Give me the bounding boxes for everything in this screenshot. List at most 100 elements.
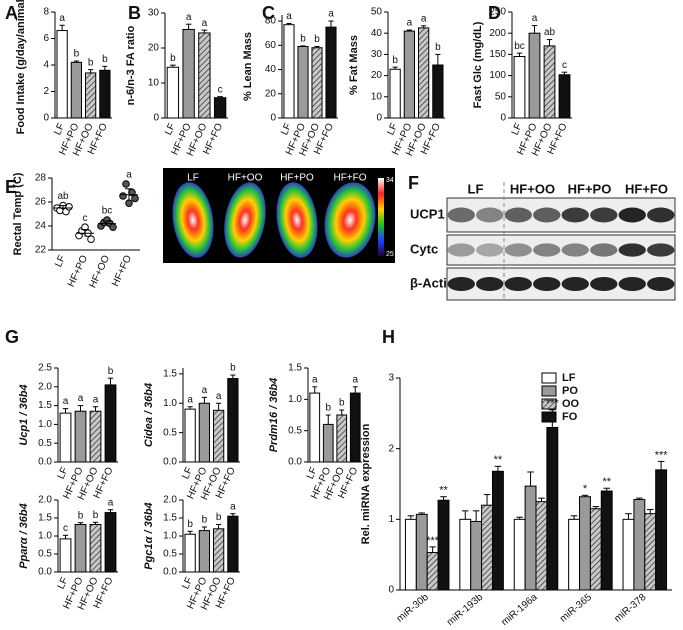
row-label: Cytc	[410, 241, 438, 256]
error-bar	[201, 29, 208, 33]
x-tick-label: miR-30b	[395, 592, 431, 625]
bar	[513, 56, 526, 119]
bar	[297, 46, 309, 119]
data-point	[131, 194, 139, 203]
error-bar	[102, 65, 108, 71]
y-tick-label: 0.5	[288, 425, 302, 436]
y-tick-label: 0	[153, 113, 159, 124]
x-tick-label: LF	[510, 122, 525, 137]
significance-letter: a	[352, 374, 358, 385]
y-tick-label: 28	[35, 173, 47, 184]
error-bar	[494, 465, 502, 472]
error-bar	[170, 64, 176, 68]
bar	[212, 409, 225, 463]
bar	[59, 538, 72, 573]
data-point	[122, 180, 130, 188]
error-bar	[107, 377, 114, 385]
legend-swatch	[541, 385, 557, 397]
error-bar	[581, 494, 589, 497]
significance-letter: b	[392, 55, 398, 66]
lane-label: HF+PO	[568, 181, 612, 196]
y-tick-label: 2.0	[38, 381, 52, 392]
significance-letter: b	[325, 403, 331, 414]
error-bar	[472, 510, 480, 522]
y-axis-label: Rectal Temp (C)	[12, 172, 24, 255]
significance-letter: bc	[514, 41, 525, 52]
y-tick-label: 1.0	[38, 419, 52, 430]
bar	[579, 496, 591, 591]
significance-mark: ***	[655, 449, 669, 461]
bar	[59, 412, 72, 463]
blot-band	[504, 276, 532, 292]
x-tick-label: miR-193b	[445, 592, 486, 629]
error-bar	[77, 405, 84, 412]
blot-band	[504, 207, 532, 223]
error-bar	[462, 510, 469, 520]
y-tick-label: 40	[265, 64, 277, 75]
row-label: β-Actin	[410, 275, 455, 290]
bar	[336, 414, 348, 463]
y-tick-label: 1.0	[163, 531, 177, 542]
significance-letter: bc	[102, 206, 113, 217]
error-bar	[625, 513, 632, 520]
panel-label: C	[262, 3, 275, 23]
error-bar	[77, 522, 84, 525]
thermal-label: HF+FO	[333, 173, 366, 184]
x-tick-label: HF+PO	[66, 254, 90, 289]
panel-label: E	[5, 177, 17, 197]
error-bar	[92, 521, 99, 525]
y-tick-label: 1.5	[163, 369, 177, 380]
bar	[524, 485, 537, 591]
error-bar	[185, 23, 192, 30]
error-bar	[107, 509, 114, 513]
bar	[184, 533, 196, 573]
error-bar	[570, 515, 578, 520]
y-tick-label: 6	[43, 33, 49, 44]
bar	[546, 426, 559, 591]
blot-band	[618, 276, 646, 292]
bar	[198, 402, 211, 463]
bar	[309, 392, 321, 463]
y-tick-label: 0	[500, 113, 506, 124]
bar	[56, 30, 68, 119]
data-point	[119, 192, 127, 200]
y-tick-label: 80	[265, 16, 277, 27]
significance-letter: b	[435, 42, 441, 53]
y-tick-label: 0.0	[38, 567, 52, 578]
y-tick-label: 1.0	[38, 531, 52, 542]
error-bar	[88, 69, 94, 73]
significance-letter: b	[93, 510, 99, 521]
bar	[182, 28, 195, 119]
y-tick-label: 1.0	[163, 398, 177, 409]
y-tick-label: 0	[270, 113, 276, 124]
x-tick-label: HF+FO	[110, 254, 134, 289]
y-tick-label: 22	[35, 245, 47, 256]
y-tick-label: 2	[388, 443, 394, 454]
lane-label: LF	[468, 181, 484, 196]
error-bar	[657, 460, 665, 470]
y-tick-label: 60	[265, 40, 277, 51]
y-tick-label: 0.5	[163, 427, 177, 438]
thermal-label: HF+PO	[280, 173, 314, 184]
blot-band	[590, 243, 618, 257]
significance-letter: b	[187, 519, 193, 530]
error-bar	[592, 506, 600, 509]
significance-letter: a	[328, 9, 334, 20]
data-point	[109, 223, 117, 231]
bar	[74, 410, 87, 463]
bar	[322, 423, 334, 463]
panel-label: A	[5, 3, 18, 23]
bar	[644, 513, 657, 591]
y-tick-label: 200	[489, 28, 506, 39]
bar	[404, 518, 417, 591]
error-bar	[339, 409, 345, 415]
significance-letter: a	[126, 170, 132, 181]
significance-letter: a	[59, 13, 65, 24]
blot-band	[561, 276, 589, 292]
y-axis-label: Ucp1 / 36b4	[18, 384, 30, 445]
significance-letter: a	[187, 394, 193, 405]
error-bar	[81, 229, 89, 237]
y-tick-label: 20	[148, 43, 160, 54]
significance-letter: b	[108, 366, 114, 377]
